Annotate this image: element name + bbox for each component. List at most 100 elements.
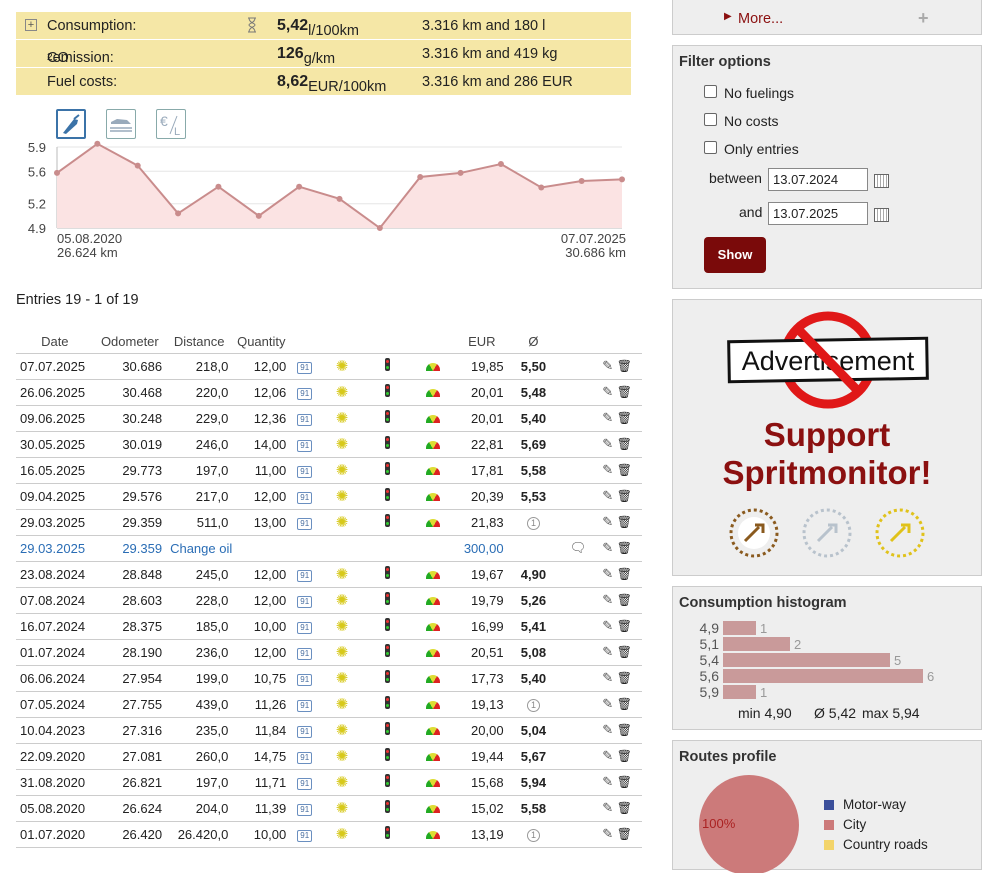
delete-icon[interactable]: 🗑	[616, 775, 632, 789]
no-fuelings-checkbox[interactable]	[704, 85, 717, 98]
chart-point[interactable]	[538, 184, 545, 191]
chart-point[interactable]	[457, 169, 464, 176]
delete-icon[interactable]: 🗑	[616, 359, 632, 373]
table-row[interactable]: 22.09.2020 27.081 260,0 14,75 91 ✺ 19,44 5,67 ✎ …	[16, 743, 642, 770]
chart-point[interactable]	[417, 173, 424, 180]
date-from-input[interactable]: 13.07.2024	[768, 168, 868, 191]
chart-point[interactable]	[54, 169, 60, 176]
table-row[interactable]: 09.06.2025 30.248 229,0 12,36 91 ✺ 20,01 5,40 ✎ …	[16, 405, 642, 432]
col-avg[interactable]: Ø	[507, 331, 560, 354]
delete-icon[interactable]: 🗑	[616, 697, 632, 711]
table-row[interactable]: 09.04.2025 29.576 217,0 12,00 91 ✺ 20,39 5,53 ✎ …	[16, 483, 642, 510]
delete-icon[interactable]: 🗑	[616, 515, 632, 529]
table-row[interactable]: 07.07.2025 30.686 218,0 12,00 91 ✺ 19,85 5,50 ✎ …	[16, 353, 642, 380]
cost-row[interactable]: 29.03.2025 29.359 Change oil 300,00 🗨 ✎ 🗑	[16, 535, 642, 562]
edit-icon[interactable]: ✎	[602, 696, 614, 711]
only-entries-checkbox[interactable]	[704, 141, 717, 154]
bronze-badge-icon[interactable]	[729, 508, 779, 558]
comment-icon[interactable]: 🗨	[569, 540, 587, 555]
edit-icon[interactable]: ✎	[602, 462, 614, 477]
edit-icon[interactable]: ✎	[602, 566, 614, 581]
edit-icon[interactable]: ✎	[602, 826, 614, 841]
delete-icon[interactable]: 🗑	[616, 801, 632, 815]
gold-badge-icon[interactable]	[875, 508, 925, 558]
delete-icon[interactable]: 🗑	[616, 827, 632, 841]
col-date[interactable]: Date	[16, 331, 94, 354]
edit-icon[interactable]: ✎	[602, 410, 614, 425]
delete-icon[interactable]: 🗑	[616, 645, 632, 659]
chart-point[interactable]	[578, 178, 585, 185]
chart-point[interactable]	[497, 161, 504, 168]
edit-icon[interactable]: ✎	[602, 436, 614, 451]
col-quantity[interactable]: Quantity	[232, 331, 291, 354]
chart-point[interactable]	[296, 183, 303, 190]
car-chart-icon[interactable]	[106, 109, 136, 139]
edit-icon[interactable]: ✎	[602, 670, 614, 685]
col-distance[interactable]: Distance	[166, 331, 233, 354]
table-row[interactable]: 07.08.2024 28.603 228,0 12,00 91 ✺ 19,79 5,26 ✎ …	[16, 587, 642, 614]
edit-icon[interactable]: ✎	[602, 800, 614, 815]
delete-icon[interactable]: 🗑	[616, 489, 632, 503]
delete-icon[interactable]: 🗑	[616, 463, 632, 477]
plus-icon[interactable]: +	[918, 8, 929, 28]
table-row[interactable]: 06.06.2024 27.954 199,0 10,75 91 ✺ 17,73 5,40 ✎ …	[16, 665, 642, 692]
table-row[interactable]: 31.08.2020 26.821 197,0 11,71 91 ✺ 15,68 5,94 ✎ …	[16, 769, 642, 796]
chart-point[interactable]	[619, 176, 625, 183]
delete-icon[interactable]: 🗑	[616, 385, 632, 399]
silver-badge-icon[interactable]	[802, 508, 852, 558]
table-row[interactable]: 23.08.2024 28.848 245,0 12,00 91 ✺ 19,67 4,90 ✎ …	[16, 561, 642, 588]
chart-point[interactable]	[215, 183, 222, 190]
no-advertisement-icon: Advertisement	[727, 311, 929, 409]
edit-icon[interactable]: ✎	[602, 384, 614, 399]
delete-icon[interactable]: 🗑	[616, 411, 632, 425]
delete-icon[interactable]: 🗑	[616, 437, 632, 451]
more-link[interactable]: More...	[738, 11, 784, 27]
euro-per-liter-chart-icon[interactable]: € L	[156, 109, 186, 139]
edit-icon[interactable]: ✎	[602, 748, 614, 763]
table-row[interactable]: 16.07.2024 28.375 185,0 10,00 91 ✺ 16,99 5,41 ✎ …	[16, 613, 642, 640]
table-row[interactable]: 10.04.2023 27.316 235,0 11,84 91 ✺ 20,00 5,04 ✎ …	[16, 717, 642, 744]
edit-icon[interactable]: ✎	[602, 540, 614, 555]
delete-icon[interactable]: 🗑	[616, 567, 632, 581]
edit-icon[interactable]: ✎	[602, 358, 614, 373]
table-row[interactable]: 07.05.2024 27.755 439,0 11,26 91 ✺ 19,13 1 ✎ 🗑	[16, 691, 642, 718]
table-row[interactable]: 30.05.2025 30.019 246,0 14,00 91 ✺ 22,81 5,69 ✎ …	[16, 431, 642, 458]
date-to-input[interactable]: 13.07.2025	[768, 202, 868, 225]
calendar-icon[interactable]	[874, 208, 889, 222]
fuel-pump-chart-icon[interactable]	[56, 109, 86, 139]
edit-icon[interactable]: ✎	[602, 774, 614, 789]
chart-point[interactable]	[336, 195, 343, 202]
delete-icon[interactable]: 🗑	[616, 619, 632, 633]
show-button[interactable]: Show	[704, 237, 766, 273]
chart-point[interactable]	[376, 225, 383, 231]
table-row[interactable]: 29.03.2025 29.359 511,0 13,00 91 ✺ 21,83 1 ✎ 🗑	[16, 509, 642, 536]
chart-point[interactable]	[134, 162, 141, 169]
expand-icon[interactable]: +	[25, 19, 37, 31]
delete-icon[interactable]: 🗑	[616, 541, 632, 555]
table-row[interactable]: 05.08.2020 26.624 204,0 11,39 91 ✺ 15,02 5,58 ✎ …	[16, 795, 642, 822]
delete-icon[interactable]: 🗑	[616, 671, 632, 685]
info-icon[interactable]: 1	[526, 517, 540, 530]
edit-icon[interactable]: ✎	[602, 618, 614, 633]
chart-point[interactable]	[175, 210, 182, 217]
table-row[interactable]: 01.07.2020 26.420 26.420,0 10,00 91 ✺ 13,19 1 ✎ …	[16, 821, 642, 848]
chart-point[interactable]	[255, 212, 262, 219]
calendar-icon[interactable]	[874, 174, 889, 188]
table-row[interactable]: 01.07.2024 28.190 236,0 12,00 91 ✺ 20,51 5,08 ✎ …	[16, 639, 642, 666]
edit-icon[interactable]: ✎	[602, 514, 614, 529]
edit-icon[interactable]: ✎	[602, 488, 614, 503]
info-icon[interactable]: 1	[526, 699, 540, 712]
delete-icon[interactable]: 🗑	[616, 749, 632, 763]
edit-icon[interactable]: ✎	[602, 592, 614, 607]
table-row[interactable]: 16.05.2025 29.773 197,0 11,00 91 ✺ 17,81 5,58 ✎ …	[16, 457, 642, 484]
table-row[interactable]: 26.06.2025 30.468 220,0 12,06 91 ✺ 20,01 5,48 ✎ …	[16, 379, 642, 406]
no-costs-checkbox[interactable]	[704, 113, 717, 126]
delete-icon[interactable]: 🗑	[616, 593, 632, 607]
edit-icon[interactable]: ✎	[602, 722, 614, 737]
col-odometer[interactable]: Odometer	[93, 331, 167, 354]
info-icon[interactable]: 1	[526, 829, 540, 842]
chart-point[interactable]	[94, 140, 101, 147]
delete-icon[interactable]: 🗑	[616, 723, 632, 737]
col-eur[interactable]: EUR	[455, 331, 508, 354]
edit-icon[interactable]: ✎	[602, 644, 614, 659]
